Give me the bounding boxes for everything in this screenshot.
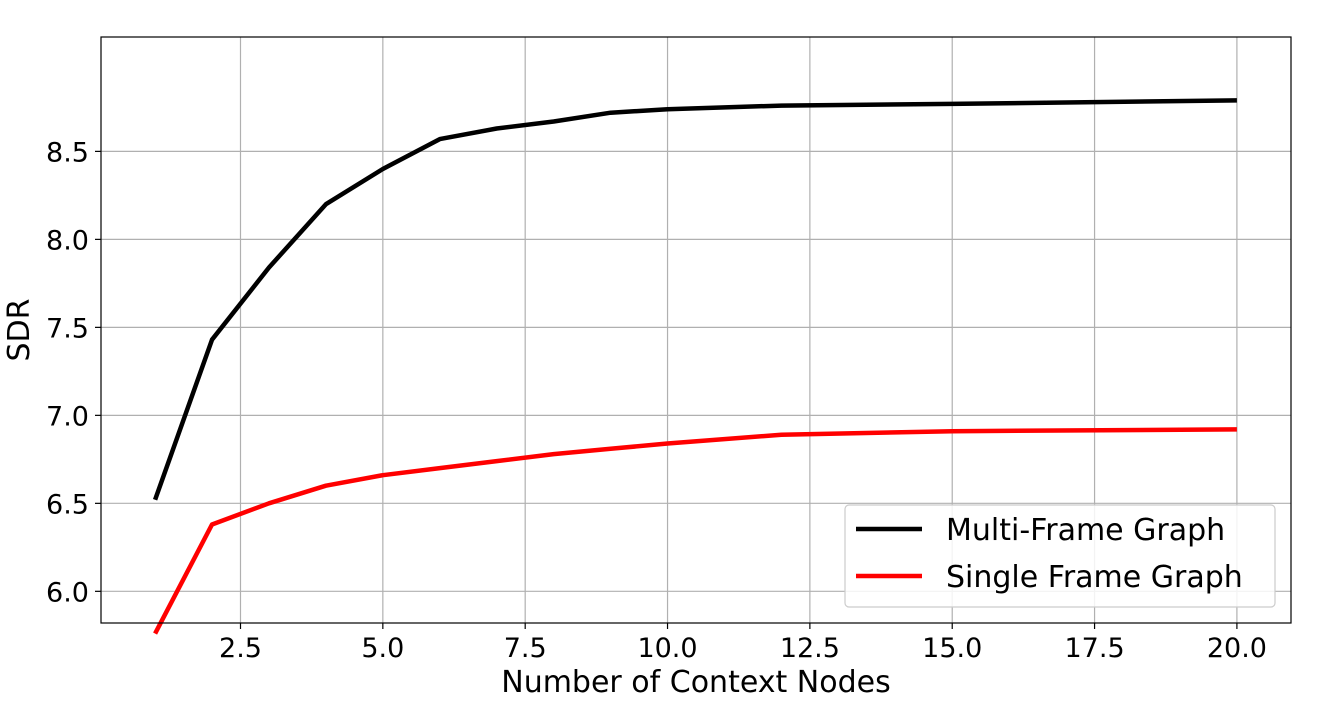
legend-label-multi-frame: Multi-Frame Graph	[946, 513, 1225, 548]
y-tick-label: 8.5	[46, 137, 89, 168]
x-tick-label: 15.0	[922, 633, 982, 664]
x-tick-label: 2.5	[219, 633, 262, 664]
x-tick-label: 17.5	[1065, 633, 1125, 664]
y-tick-label: 8.0	[46, 225, 89, 256]
series-line-single-frame	[153, 427, 1237, 635]
series-lines	[152, 98, 1237, 635]
y-tick-label: 6.5	[46, 489, 89, 520]
legend: Multi-Frame Graph Single Frame Graph	[844, 504, 1276, 608]
x-tick-label: 20.0	[1207, 633, 1267, 664]
x-tick-label: 5.0	[361, 633, 404, 664]
legend-label-single-frame: Single Frame Graph	[946, 560, 1243, 595]
y-tick-label: 7.5	[46, 313, 89, 344]
x-axis-ticks: 2.5 5.0 7.5 10.0 12.5 15.0 17.5 20.0	[219, 623, 1267, 664]
y-axis-label: SDR	[2, 299, 37, 362]
y-tick-label: 7.0	[46, 401, 89, 432]
plot-area-frame	[100, 36, 1292, 624]
y-tick-label: 6.0	[46, 577, 89, 608]
x-tick-label: 7.5	[504, 633, 547, 664]
x-axis-label: Number of Context Nodes	[501, 665, 891, 700]
x-tick-label: 12.5	[780, 633, 840, 664]
x-tick-label: 10.0	[637, 633, 697, 664]
series-line-multi-frame	[152, 98, 1237, 501]
grid	[101, 37, 1291, 623]
legend-box	[844, 504, 1276, 608]
y-axis-ticks: 6.0 6.5 7.0 7.5 8.0 8.5	[46, 137, 101, 608]
